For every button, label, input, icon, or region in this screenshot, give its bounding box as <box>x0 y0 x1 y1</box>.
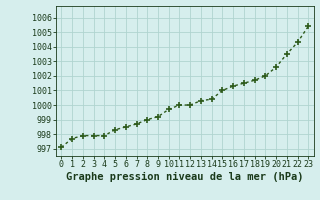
X-axis label: Graphe pression niveau de la mer (hPa): Graphe pression niveau de la mer (hPa) <box>66 172 304 182</box>
